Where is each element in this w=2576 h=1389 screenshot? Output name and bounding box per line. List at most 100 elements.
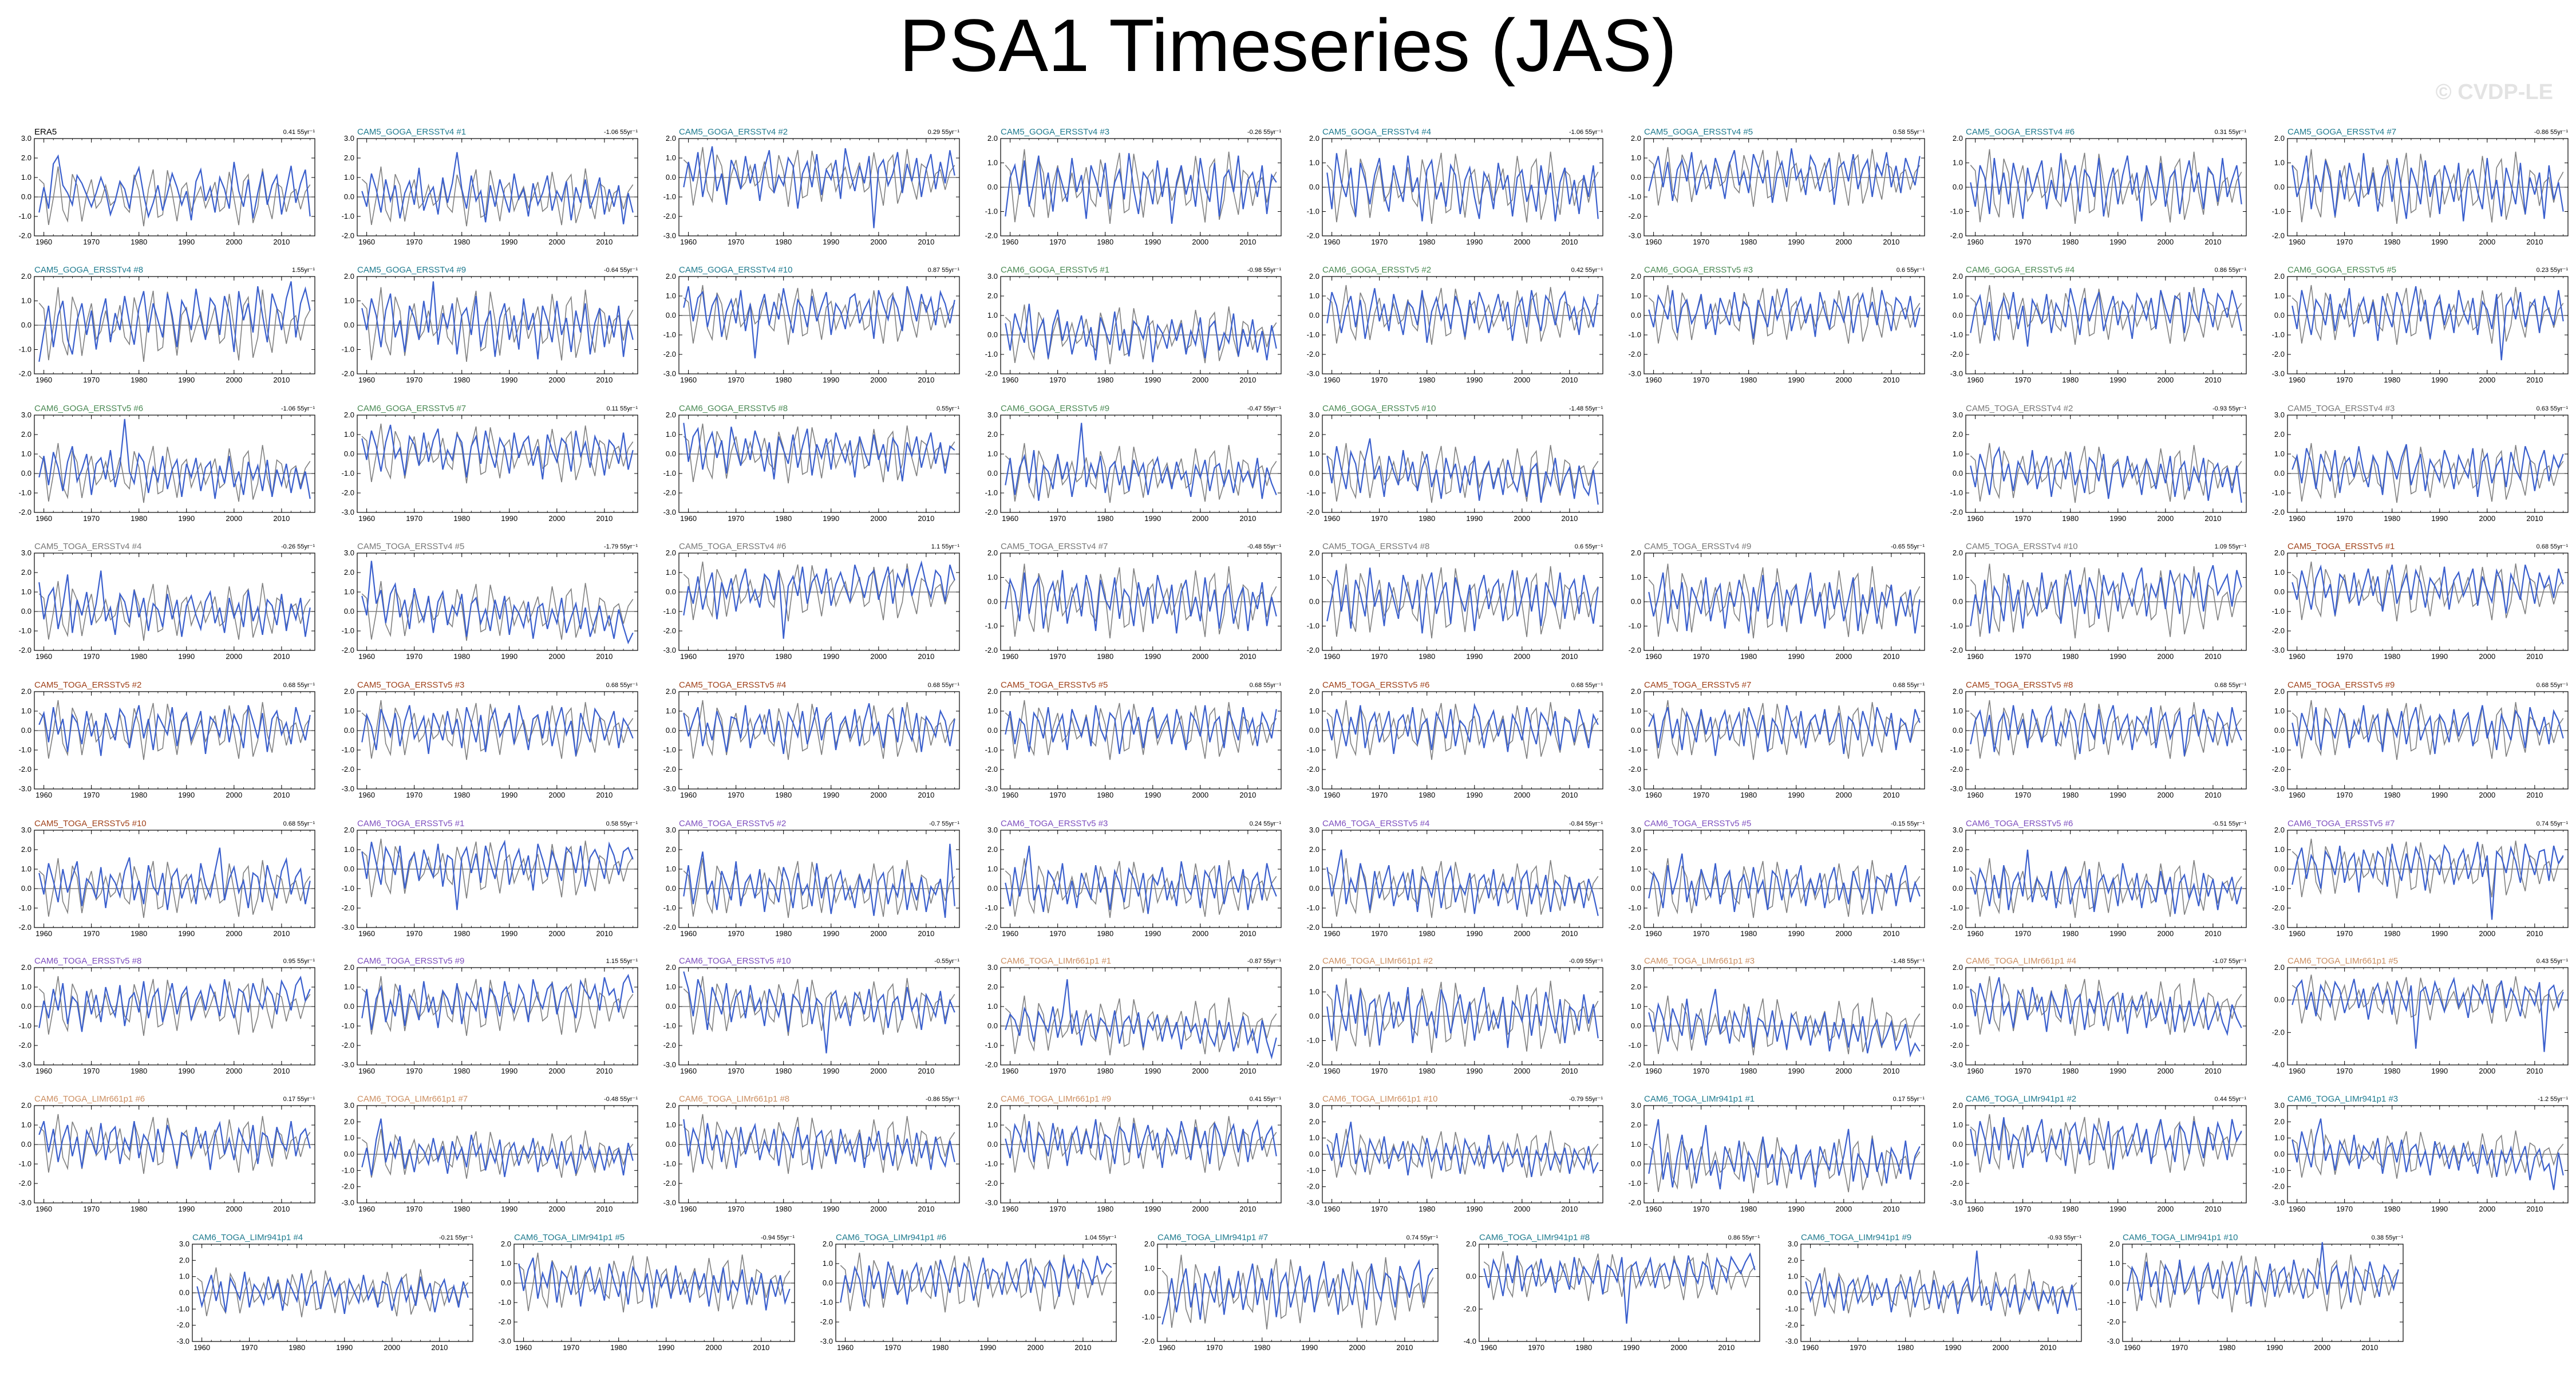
y-tick-label: -3.0 (1629, 784, 1641, 793)
y-tick-label: 0.0 (666, 726, 676, 735)
model-series-line (683, 146, 955, 228)
plot-frame (1322, 415, 1603, 513)
observed-series-line (2291, 149, 2564, 224)
model-series-line (1970, 977, 2242, 1036)
y-tick-label: -2.0 (19, 923, 31, 932)
x-tick-label: 1960 (35, 929, 52, 938)
plot-frame (2287, 830, 2569, 928)
y-tick-label: 1.0 (1309, 988, 1319, 996)
panel-plot: 1960 1970 1980 1990 2000 2010 2.0 1.0 0.0 -1.0 -2.… (342, 963, 638, 1075)
watermark: © CVDP-LE (2435, 80, 2553, 104)
panel-name: CAM5_TOGA_ERSSTv5 #2 (34, 680, 142, 690)
x-tick-label: 1990 (2109, 1205, 2126, 1213)
y-tick-label: 1.0 (21, 449, 31, 458)
panel-trend: -0.79 55yr⁻¹ (1569, 1096, 1603, 1103)
panel-trend: 0.44 55yr⁻¹ (2214, 1096, 2246, 1103)
x-tick-label: 1970 (728, 929, 744, 938)
model-series-line (1326, 984, 1599, 1048)
panel: CAM6_TOGA_LIMr941p1 #10 0.38 55yr⁻¹ 1960 19… (2100, 1233, 2409, 1364)
panel-name: CAM5_GOGA_ERSSTv4 #7 (2287, 127, 2397, 137)
x-tick-label: 2010 (1883, 791, 1899, 799)
y-tick-label: -2.0 (1950, 765, 1963, 774)
panel-trend: 0.17 55yr⁻¹ (283, 1096, 315, 1103)
x-tick-label: 1980 (1740, 1205, 1757, 1213)
panel: CAM5_TOGA_ERSSTv5 #4 0.68 55yr⁻¹ 1960 1970 1… (656, 680, 965, 812)
x-tick-label: 2010 (1561, 652, 1578, 661)
model-series-line (518, 1257, 791, 1311)
x-tick-label: 2000 (2479, 652, 2495, 661)
panel-trend: 0.23 55yr⁻¹ (2536, 267, 2568, 274)
panel-trend: -1.06 55yr⁻¹ (604, 129, 638, 136)
y-tick-label: -1.0 (985, 1041, 998, 1049)
panel-plot: 1960 1970 1980 1990 2000 2010 2.0 1.0 0.0 -1.0 -2.… (1629, 134, 1925, 246)
x-tick-label: 1970 (1693, 238, 1709, 246)
x-tick-label: 2010 (1561, 514, 1578, 523)
panel: CAM6_TOGA_LIMr661p1 #4 -1.07 55yr⁻¹ 1960 19… (1943, 956, 2252, 1088)
plot-frame (2287, 276, 2569, 374)
plot-frame (1643, 1105, 1925, 1203)
y-tick-label: -1.0 (663, 469, 676, 478)
x-tick-label: 1980 (1419, 1205, 1435, 1213)
x-tick-label: 2000 (870, 238, 887, 246)
x-tick-label: 2000 (1514, 929, 1530, 938)
x-tick-label: 1970 (1371, 376, 1388, 384)
panel: CAM5_TOGA_ERSSTv5 #8 0.68 55yr⁻¹ 1960 1970 1… (1943, 680, 2252, 812)
panel-trend: -1.07 55yr⁻¹ (2212, 958, 2246, 965)
observed-series-line (1161, 1254, 1434, 1329)
y-tick-label: 3.0 (987, 411, 998, 419)
y-tick-label: 1.0 (1953, 291, 1963, 300)
x-tick-label: 1980 (131, 1205, 147, 1213)
y-tick-label: 0.0 (2274, 183, 2285, 191)
y-tick-label: -1.0 (985, 903, 998, 912)
model-series-line (1326, 153, 1599, 222)
observed-series-line (1005, 563, 1277, 638)
y-tick-label: 2.0 (1631, 272, 1641, 281)
x-tick-label: 1990 (2431, 929, 2448, 938)
panel-name: CAM5_TOGA_ERSSTv5 #3 (357, 680, 465, 690)
y-tick-label: 2.0 (344, 272, 354, 281)
x-tick-label: 2000 (2157, 1067, 2174, 1075)
model-series-line (1005, 423, 1277, 501)
x-tick-label: 1980 (453, 1205, 470, 1213)
panel-name: CAM5_TOGA_ERSSTv4 #4 (34, 542, 142, 551)
x-tick-label: 1970 (83, 376, 100, 384)
y-tick-label: 0.0 (1953, 183, 1963, 191)
y-tick-label: -1.0 (1950, 1021, 1963, 1030)
panel-trend: 0.86 55yr⁻¹ (2214, 267, 2246, 274)
y-tick-label: 2.0 (2274, 549, 2285, 557)
panel-name: CAM6_GOGA_ERSSTv5 #7 (357, 404, 467, 413)
y-tick-label: -3.0 (1950, 369, 1963, 378)
x-tick-label: 1990 (501, 1205, 517, 1213)
panel-trend: -0.93 55yr⁻¹ (2212, 405, 2246, 412)
y-tick-label: 0.0 (666, 1140, 676, 1149)
x-tick-label: 1970 (406, 652, 422, 661)
x-tick-label: 1980 (1097, 929, 1113, 938)
x-tick-label: 1970 (728, 376, 744, 384)
panel-plot: 1960 1970 1980 1990 2000 2010 2.0 1.0 0.0 -1.0 -2.… (985, 1101, 1282, 1213)
x-tick-label: 2000 (1835, 238, 1852, 246)
y-tick-label: -3.0 (342, 508, 354, 516)
y-tick-label: -1.0 (1629, 903, 1641, 912)
panel: CAM5_TOGA_ERSSTv5 #1 0.68 55yr⁻¹ 1960 1970 1… (2265, 542, 2574, 673)
x-tick-label: 1990 (1623, 1343, 1639, 1352)
panel-trend: 0.87 55yr⁻¹ (927, 267, 959, 274)
panel-trend: 1.04 55yr⁻¹ (1084, 1234, 1116, 1241)
x-tick-label: 2010 (2526, 514, 2543, 523)
y-tick-label: 1.0 (21, 587, 31, 596)
x-tick-label: 1990 (1301, 1343, 1318, 1352)
panel-plot: 1960 1970 1980 1990 2000 2010 2.0 1.0 0.0 -1.0 -2.… (1307, 134, 1603, 246)
x-tick-label: 1960 (358, 1067, 375, 1075)
panel-name: CAM6_TOGA_LIMr661p1 #5 (2287, 956, 2399, 966)
x-tick-label: 2010 (1561, 1067, 1578, 1075)
x-tick-label: 1970 (2014, 652, 2031, 661)
panel-trend: 0.58 55yr⁻¹ (606, 820, 638, 827)
y-tick-label: 0.0 (21, 726, 31, 735)
y-tick-label: 0.0 (2274, 587, 2285, 596)
plot-frame (34, 691, 315, 790)
y-tick-label: 1.0 (344, 297, 354, 305)
y-tick-label: 1.0 (987, 1120, 998, 1129)
x-tick-label: 1990 (178, 1205, 195, 1213)
y-tick-label: -2.0 (1950, 508, 1963, 516)
x-tick-label: 2010 (1883, 1205, 1899, 1213)
observed-series-line (1970, 700, 2242, 760)
